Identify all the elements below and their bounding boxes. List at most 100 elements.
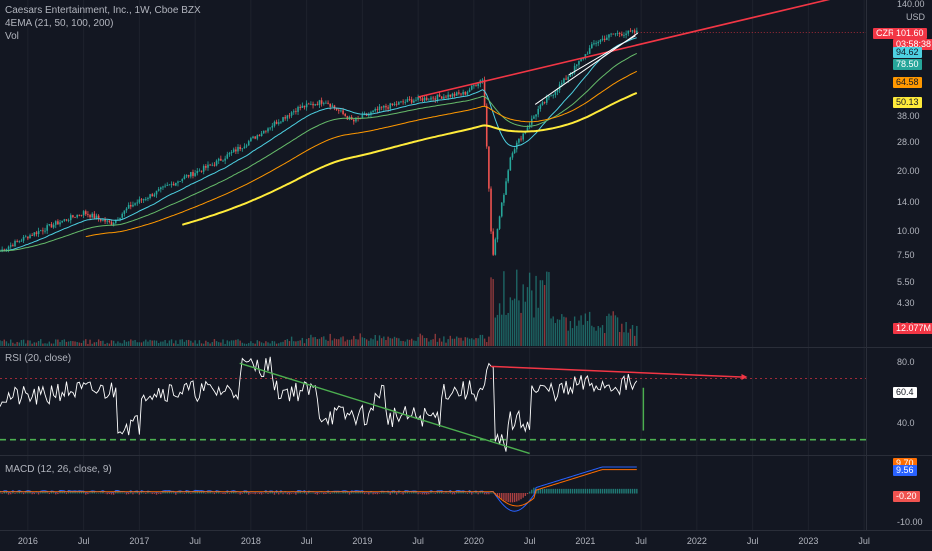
candle-body — [202, 166, 205, 172]
volume-bar — [301, 337, 304, 346]
volume-bar — [571, 328, 574, 346]
ema-200-tag: 50.13 — [893, 97, 922, 109]
candle-body — [31, 235, 33, 236]
macd-hist-bar — [213, 493, 216, 495]
macd-separator[interactable] — [0, 455, 932, 456]
candle-body — [625, 33, 627, 35]
volume-bar — [316, 339, 319, 346]
volume-bar — [535, 275, 537, 346]
candle-body — [425, 97, 428, 101]
price-axis[interactable]: 140.00 38.00 28.00 20.00 14.00 10.00 7.50 5.50 4… — [867, 0, 932, 530]
macd-hist-bar — [490, 492, 492, 494]
volume-bar — [378, 335, 381, 346]
candle-body — [492, 231, 494, 255]
macd-hist-bar — [100, 492, 102, 494]
time-axis[interactable]: 2016 Jul 2017 Jul 2018 Jul 2019 Jul 2020 Jul 2021 J… — [0, 530, 932, 551]
candle-body — [207, 164, 209, 168]
macd-hist-bar — [305, 493, 308, 495]
volume-bar — [164, 340, 166, 346]
candle-body — [406, 99, 409, 102]
macd-hist-bar — [546, 488, 548, 494]
volume-bar — [44, 343, 46, 346]
macd-pane[interactable]: MACD (12, 26, close, 9) — [0, 456, 932, 530]
volume-bar — [172, 343, 175, 346]
candle-body — [610, 33, 612, 35]
macd-hist-bar — [226, 491, 228, 494]
candle-body — [331, 105, 334, 107]
rsi-value-tag: 60.4 — [893, 387, 917, 399]
macd-hist-bar — [423, 493, 426, 495]
macd-hist-bar — [235, 492, 237, 494]
candle-body — [335, 107, 338, 110]
macd-hist-bar — [486, 493, 488, 495]
volume-bar — [89, 339, 91, 346]
macd-hist-bar — [20, 492, 23, 494]
macd-hist-bar — [106, 493, 108, 495]
volume-bar — [342, 336, 344, 346]
price-axis-border — [866, 0, 867, 530]
macd-hist-bar — [561, 488, 563, 494]
candle-body — [241, 148, 244, 150]
macd-hist-bar — [230, 492, 233, 494]
volume-bar — [380, 338, 383, 346]
volume-bar — [593, 327, 595, 346]
candle-body — [606, 37, 608, 41]
macd-hist-bar — [271, 491, 274, 494]
candle-body — [14, 241, 16, 247]
macd-hist-bar — [160, 493, 162, 495]
candle-body — [138, 199, 141, 203]
volume-bar — [475, 338, 477, 346]
candle-body — [119, 217, 121, 220]
ema-50-line — [0, 52, 638, 252]
candle-body — [222, 160, 224, 162]
candle-body — [153, 194, 156, 197]
macd-hist-bar — [599, 488, 602, 494]
macd-hist-bar — [479, 492, 482, 494]
candle-body — [389, 103, 392, 109]
candle-body — [256, 135, 259, 139]
candle-body — [48, 224, 51, 226]
rsi-pane[interactable]: RSI (20, close) — [0, 348, 932, 455]
macd-hist-bar — [565, 488, 567, 494]
rsi-separator[interactable] — [0, 347, 932, 348]
macd-hist-bar — [505, 493, 507, 502]
volume-bar — [252, 343, 254, 346]
macd-hist-bar — [48, 493, 51, 495]
volume-bar — [190, 340, 192, 346]
candle-body — [591, 44, 593, 49]
candle-body — [505, 181, 507, 195]
candle-body — [310, 103, 312, 105]
macd-hist-bar — [353, 492, 355, 494]
candle-body — [398, 102, 400, 105]
candle-body — [340, 110, 342, 112]
macd-hist-bar — [233, 491, 235, 494]
candles — [0, 27, 638, 256]
volume-bar — [220, 342, 222, 346]
volume-bar — [333, 338, 336, 346]
candle-body — [466, 91, 469, 95]
macd-hist-bar — [312, 492, 314, 494]
time-axis-label: 2019 — [352, 536, 373, 546]
candle-body — [460, 93, 462, 95]
volume-bar — [48, 341, 51, 346]
volume-bar — [256, 340, 259, 346]
volume-bar — [14, 343, 16, 346]
price-pane[interactable]: Caesars Entertainment, Inc., 1W, Cboe BZ… — [0, 0, 932, 347]
macd-hist-bar — [115, 491, 117, 494]
macd-hist-bar — [269, 491, 271, 494]
volume-bar — [353, 335, 355, 346]
volume-bar — [595, 330, 597, 346]
candle-body — [185, 175, 188, 177]
candle-body — [147, 197, 149, 199]
candle-body — [280, 121, 282, 123]
macd-hist-bar — [136, 491, 138, 494]
macd-hist-bar — [571, 488, 574, 494]
volume-bar — [179, 339, 181, 346]
candle-body — [618, 33, 621, 35]
candle-body — [552, 94, 555, 96]
macd-hist-bar — [513, 493, 516, 503]
volume-bar — [597, 325, 599, 346]
volume-bar — [97, 339, 100, 346]
candle-body — [297, 106, 299, 112]
macd-hist-bar — [50, 491, 53, 494]
